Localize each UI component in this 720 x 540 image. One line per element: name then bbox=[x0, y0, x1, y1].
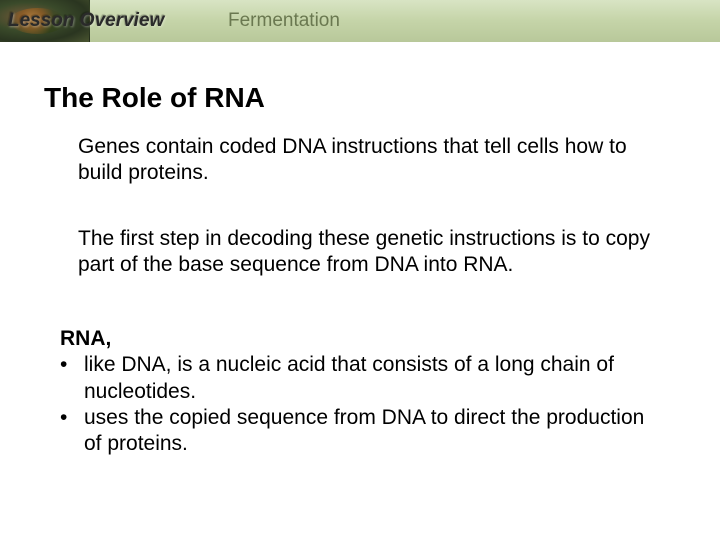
bullet-glyph: • bbox=[60, 352, 84, 405]
paragraph-2: The first step in decoding these genetic… bbox=[78, 226, 662, 277]
slide: { "header": { "lesson_label": "Lesson Ov… bbox=[0, 0, 720, 540]
lesson-overview-label: Lesson Overview bbox=[8, 10, 164, 32]
bullet-text-1: like DNA, is a nucleic acid that consist… bbox=[84, 352, 666, 405]
paragraph-1: Genes contain coded DNA instructions tha… bbox=[78, 134, 638, 185]
bullet-item: • like DNA, is a nucleic acid that consi… bbox=[60, 352, 666, 405]
bullet-glyph: • bbox=[60, 405, 84, 458]
bullet-item: • uses the copied sequence from DNA to d… bbox=[60, 405, 666, 458]
bullet-text-2: uses the copied sequence from DNA to dir… bbox=[84, 405, 666, 458]
rna-heading: RNA, bbox=[60, 326, 666, 352]
section-title: The Role of RNA bbox=[44, 82, 265, 114]
rna-block: RNA, • like DNA, is a nucleic acid that … bbox=[60, 326, 666, 457]
header-bar: Lesson Overview Fermentation bbox=[0, 0, 720, 42]
topic-title: Fermentation bbox=[228, 10, 340, 32]
